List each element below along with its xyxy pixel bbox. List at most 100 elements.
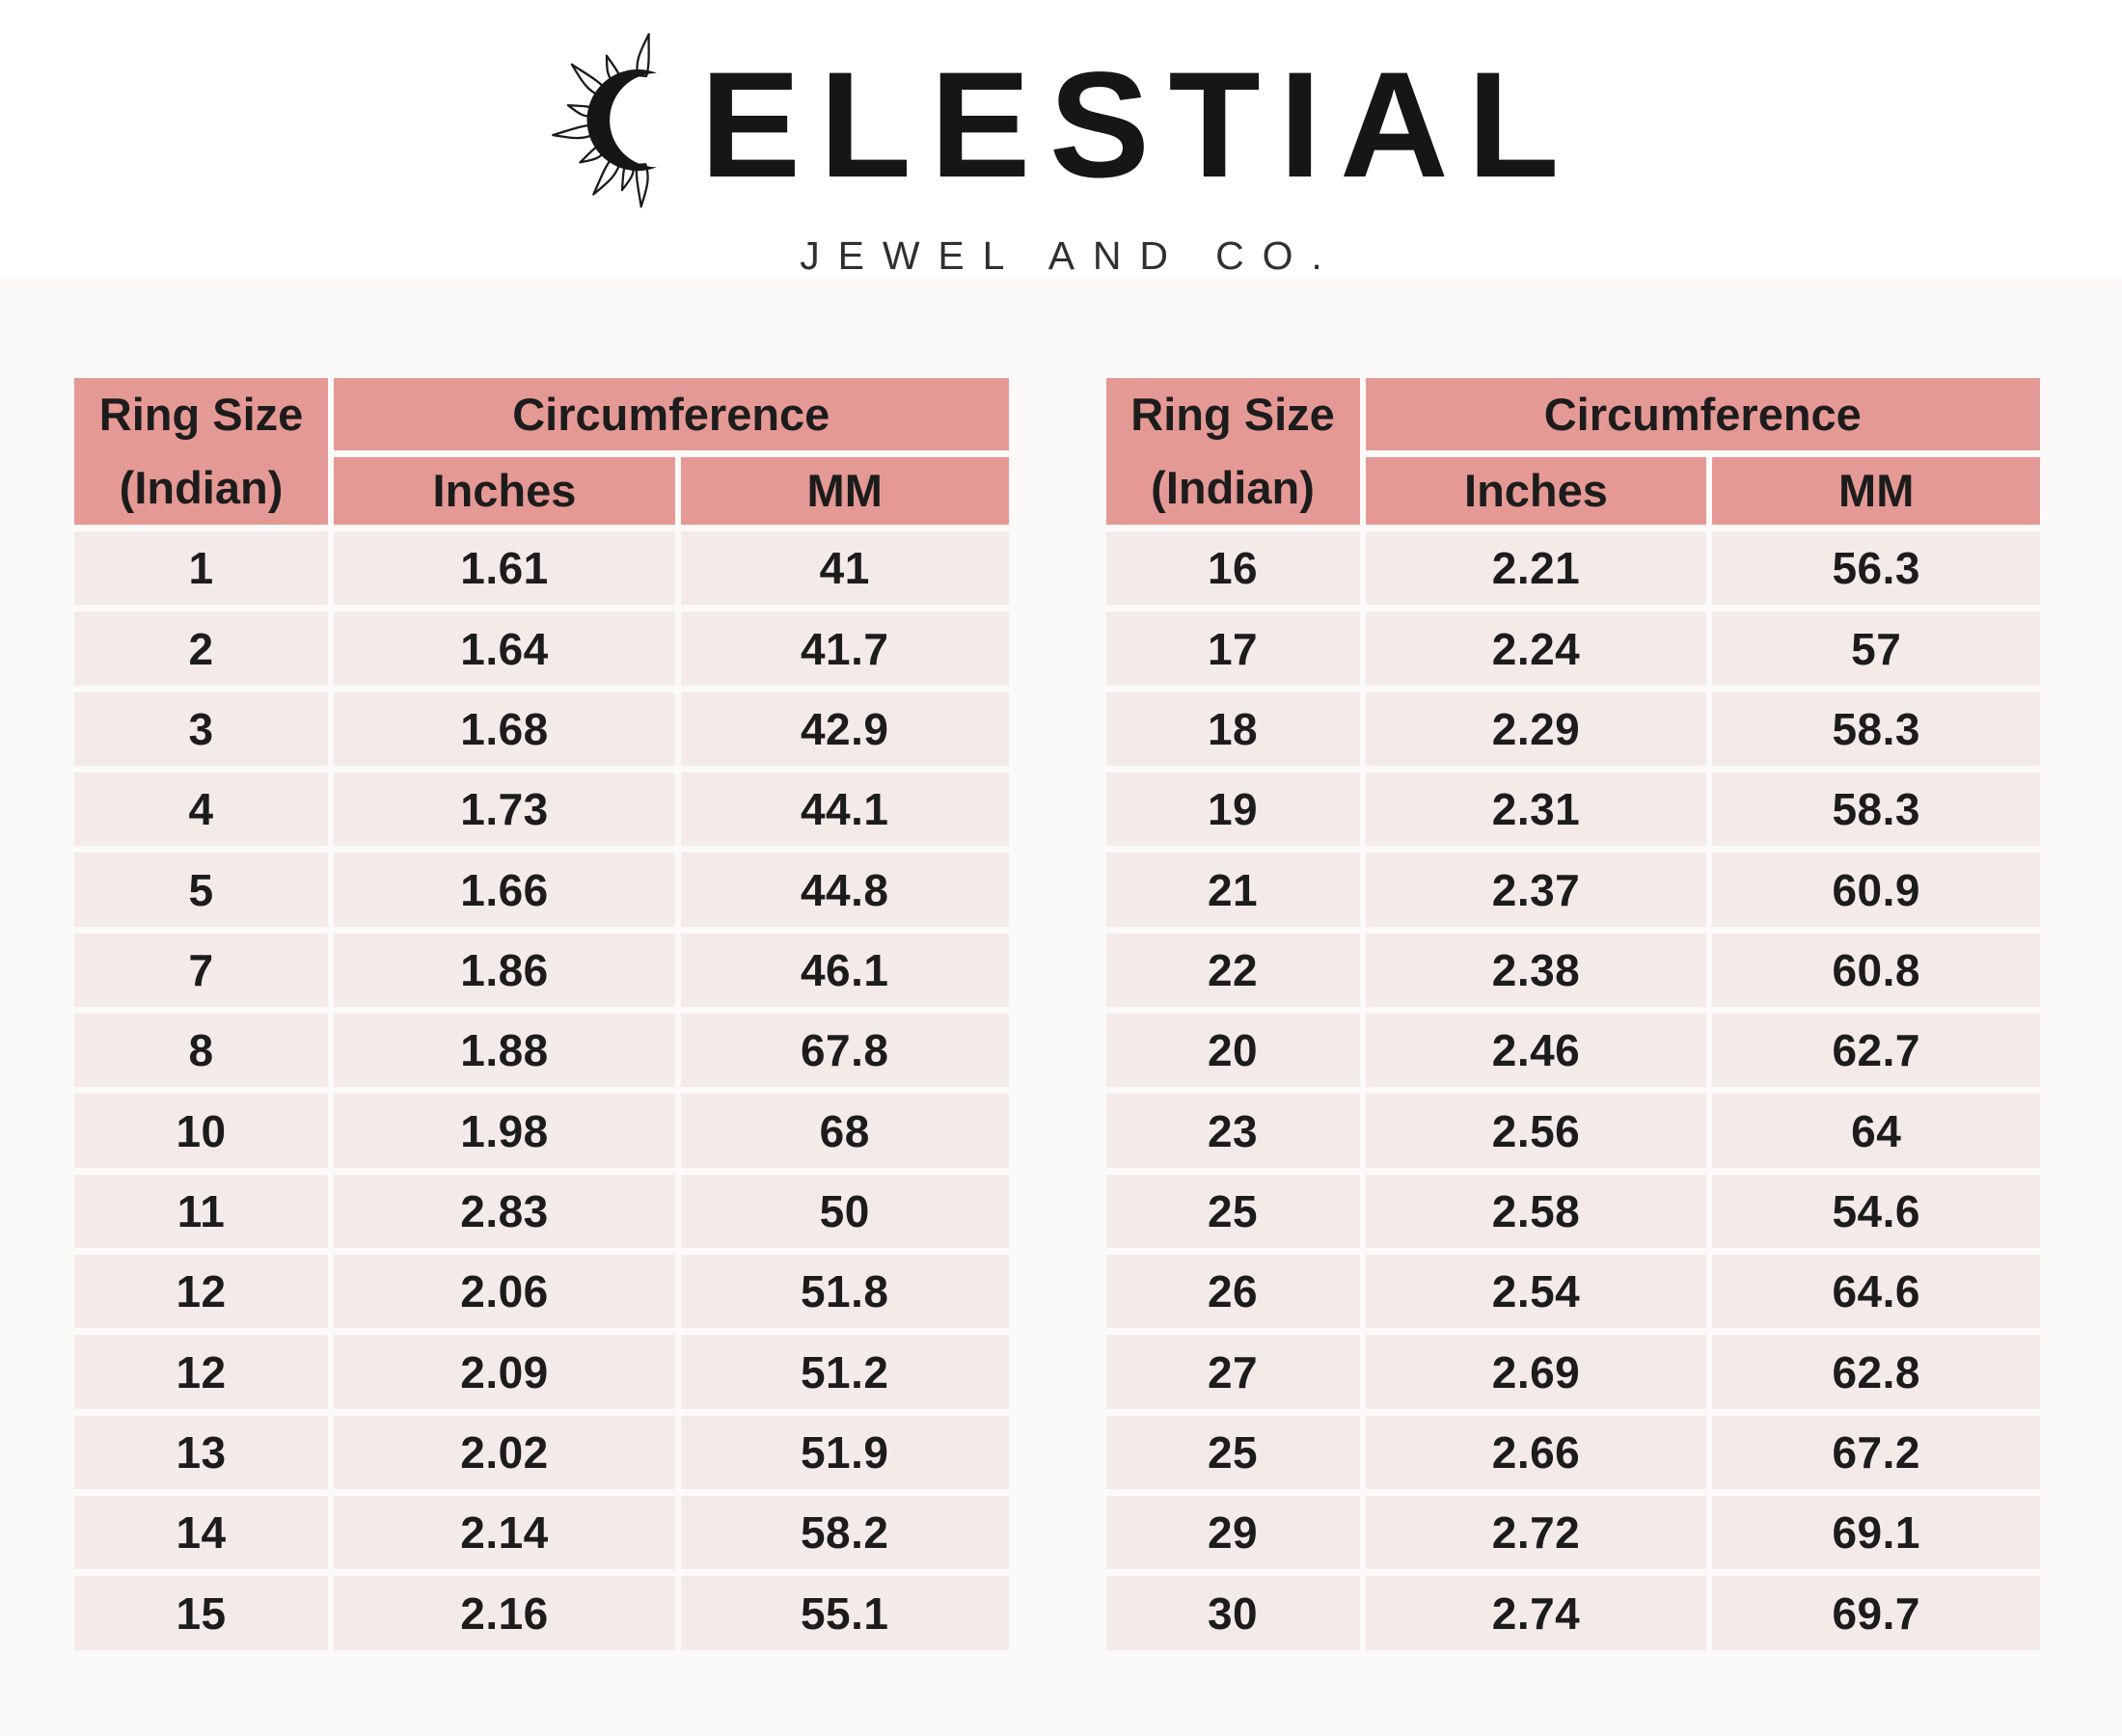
table-row: 4 1.73 44.1	[74, 773, 1009, 847]
table-row: 11 2.83 50	[74, 1174, 1009, 1249]
inches-cell: 2.09	[334, 1335, 675, 1409]
table-row: 25 2.58 54.6	[1105, 1174, 2040, 1249]
mm-cell: 58.3	[1712, 692, 2040, 767]
ring-size-table-left: Ring Size (Indian) Circumference Inches …	[68, 371, 1015, 1657]
circumference-header: Circumference	[1365, 378, 2040, 450]
table-row: 30 2.74 69.7	[1105, 1576, 2040, 1650]
mm-cell: 69.7	[1712, 1576, 2040, 1650]
inches-cell: 2.37	[1365, 853, 1707, 927]
inches-cell: 2.56	[1365, 1094, 1707, 1168]
ring-size-cell: 8	[74, 1014, 329, 1088]
inches-cell: 1.64	[334, 611, 675, 686]
mm-cell: 60.8	[1712, 933, 2040, 1008]
mm-cell: 69.1	[1712, 1496, 2040, 1570]
ring-size-header-line2: (Indian)	[1151, 462, 1315, 513]
inches-cell: 2.72	[1365, 1496, 1707, 1570]
ring-size-cell: 2	[74, 611, 329, 686]
mm-cell: 44.8	[680, 853, 1009, 927]
inches-header: Inches	[334, 456, 675, 525]
inches-cell: 2.29	[1365, 692, 1707, 767]
ring-size-cell: 3	[74, 692, 329, 767]
inches-cell: 1.88	[334, 1014, 675, 1088]
inches-cell: 1.61	[334, 531, 675, 606]
mm-cell: 51.2	[680, 1335, 1009, 1409]
table-row: 5 1.66 44.8	[74, 853, 1009, 927]
inches-cell: 2.54	[1365, 1255, 1707, 1329]
table-row: 19 2.31 58.3	[1105, 773, 2040, 847]
ring-size-cell: 22	[1105, 933, 1360, 1008]
crescent-sun-icon	[551, 33, 657, 208]
size-charts: Ring Size (Indian) Circumference Inches …	[0, 279, 2122, 1652]
table-row: 26 2.54 64.6	[1105, 1255, 2040, 1329]
inches-cell: 2.06	[334, 1255, 675, 1329]
mm-cell: 60.9	[1712, 853, 2040, 927]
mm-cell: 54.6	[1712, 1174, 2040, 1249]
circumference-header: Circumference	[334, 378, 1009, 450]
table-row: 29 2.72 69.1	[1105, 1496, 2040, 1570]
mm-cell: 50	[680, 1174, 1009, 1249]
brand-logo: ELESTIAL JEWEL AND CO.	[0, 0, 2122, 279]
table-row: 3 1.68 42.9	[74, 692, 1009, 767]
table-row: 25 2.66 67.2	[1105, 1415, 2040, 1490]
inches-cell: 2.38	[1365, 933, 1707, 1008]
table-row: 13 2.02 51.9	[74, 1415, 1009, 1490]
table-row: 16 2.21 56.3	[1105, 531, 2040, 606]
ring-size-cell: 20	[1105, 1014, 1360, 1088]
ring-size-cell: 17	[1105, 611, 1360, 686]
brand-wordmark-row: ELESTIAL	[544, 27, 1578, 214]
table-row: 20 2.46 62.7	[1105, 1014, 2040, 1088]
table-row: 15 2.16 55.1	[74, 1576, 1009, 1650]
ring-size-cell: 15	[74, 1576, 329, 1650]
table-row: 17 2.24 57	[1105, 611, 2040, 686]
ring-size-header-line1: Ring Size	[1130, 389, 1335, 440]
mm-cell: 57	[1712, 611, 2040, 686]
inches-cell: 1.68	[334, 692, 675, 767]
table-row: 21 2.37 60.9	[1105, 853, 2040, 927]
ring-size-header-line2: (Indian)	[119, 462, 284, 513]
ring-size-cell: 14	[74, 1496, 329, 1570]
mm-cell: 41	[680, 531, 1009, 606]
ring-size-cell: 16	[1105, 531, 1360, 606]
inches-cell: 1.86	[334, 933, 675, 1008]
mm-cell: 42.9	[680, 692, 1009, 767]
ring-size-cell: 25	[1105, 1174, 1360, 1249]
mm-cell: 41.7	[680, 611, 1009, 686]
header-row-sub: Inches MM	[74, 456, 1009, 525]
mm-cell: 64.6	[1712, 1255, 2040, 1329]
ring-size-cell: 18	[1105, 692, 1360, 767]
ring-size-cell: 25	[1105, 1415, 1360, 1490]
ring-size-cell: 26	[1105, 1255, 1360, 1329]
table-row: 14 2.14 58.2	[74, 1496, 1009, 1570]
mm-cell: 62.8	[1712, 1335, 2040, 1409]
header-row-sub: Inches MM	[1106, 456, 2040, 525]
ring-size-header: Ring Size (Indian)	[1105, 378, 1360, 525]
ring-size-cell: 19	[1105, 773, 1360, 847]
ring-size-table-right: Ring Size (Indian) Circumference Inches …	[1101, 371, 2047, 1657]
inches-cell: 2.58	[1365, 1174, 1707, 1249]
inches-cell: 2.69	[1365, 1335, 1707, 1409]
inches-cell: 2.16	[334, 1576, 675, 1650]
inches-cell: 2.31	[1365, 773, 1707, 847]
inches-cell: 2.46	[1365, 1014, 1707, 1088]
brand-subtitle: JEWEL AND CO.	[800, 233, 1341, 278]
ring-size-cell: 30	[1105, 1576, 1360, 1650]
mm-cell: 55.1	[680, 1576, 1009, 1650]
mm-cell: 67.2	[1712, 1415, 2040, 1490]
header-row-group: Ring Size (Indian) Circumference	[1105, 378, 2040, 525]
inches-cell: 2.21	[1365, 531, 1707, 606]
mm-cell: 56.3	[1712, 531, 2040, 606]
inches-cell: 2.74	[1365, 1576, 1707, 1650]
table-row: 22 2.38 60.8	[1105, 933, 2040, 1008]
ring-size-cell: 12	[74, 1255, 329, 1329]
inches-cell: 2.66	[1365, 1415, 1707, 1490]
table-row: 18 2.29 58.3	[1105, 692, 2040, 767]
mm-header: MM	[1712, 456, 2040, 525]
mm-cell: 62.7	[1712, 1014, 2040, 1088]
table-row: 23 2.56 64	[1105, 1094, 2040, 1168]
ring-size-cell: 7	[74, 933, 329, 1008]
ring-size-cell: 5	[74, 853, 329, 927]
inches-cell: 2.02	[334, 1415, 675, 1490]
inches-cell: 2.24	[1365, 611, 1707, 686]
ring-size-header-line1: Ring Size	[98, 389, 304, 440]
